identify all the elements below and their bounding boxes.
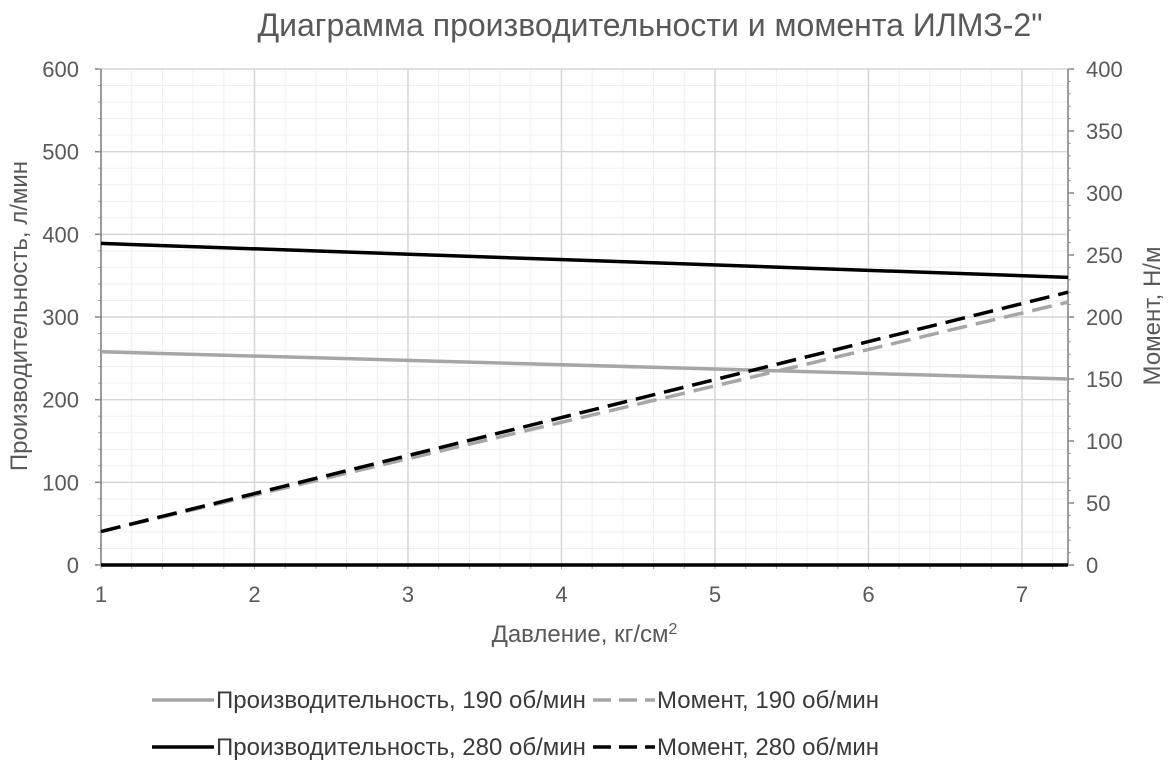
y2-tick-label: 100	[1086, 429, 1123, 454]
x-tick-label: 7	[1016, 582, 1028, 607]
tick-labels: 1 2 3 4 5 6 7 0 100 200 300 400 500 600 0 50 100 150 200 25…	[42, 57, 1122, 607]
y-tick-label: 500	[42, 140, 79, 165]
legend-label: Момент, 190 об/мин	[657, 687, 879, 714]
legend-item-2: Момент, 190 об/мин	[593, 687, 879, 714]
chart-title: Диаграмма производительности и момента И…	[257, 7, 1042, 43]
x-tick-label: 6	[862, 582, 874, 607]
y2-tick-label: 150	[1086, 367, 1123, 392]
y-tick-label: 400	[42, 222, 79, 247]
series-line-1	[100, 349, 1069, 381]
x-tick-label: 4	[555, 582, 567, 607]
series-lines	[100, 241, 1069, 534]
y-tick-label: 100	[42, 470, 79, 495]
axes	[95, 68, 1074, 569]
legend-item-3: Производительность, 280 об/мин	[152, 734, 586, 761]
y2-tick-label: 300	[1086, 181, 1123, 206]
x-axis-title-text: Давление, кг/см	[492, 621, 669, 648]
series-line-3	[100, 241, 1069, 280]
y2-tick-label: 50	[1086, 491, 1110, 516]
y-tick-label: 0	[67, 553, 79, 578]
series-line-4	[100, 290, 1069, 534]
legend-label: Момент, 280 об/мин	[657, 734, 879, 761]
major-gridlines	[100, 68, 1068, 566]
x-tick-label: 3	[402, 582, 414, 607]
legend-label: Производительность, 280 об/мин	[216, 734, 586, 761]
y2-tick-label: 0	[1086, 553, 1098, 578]
y2-axis-title: Момент, Н/м	[1139, 247, 1166, 386]
y2-tick-label: 350	[1086, 119, 1123, 144]
y2-tick-label: 200	[1086, 305, 1123, 330]
legend-label: Производительность, 190 об/мин	[216, 687, 586, 714]
y2-tick-label: 250	[1086, 243, 1123, 268]
y2-tick-label: 400	[1086, 57, 1123, 82]
legend-item-4: Момент, 280 об/мин	[593, 734, 879, 761]
legend: Производительность, 190 об/мин Момент, 19…	[152, 687, 879, 761]
x-tick-label: 1	[95, 582, 107, 607]
x-axis-title-superscript: 2	[669, 621, 678, 638]
y-axis-title: Производительность, л/мин	[6, 161, 33, 471]
x-tick-label: 5	[709, 582, 721, 607]
x-axis-title: Давление, кг/см2	[492, 621, 678, 648]
legend-item-1: Производительность, 190 об/мин	[152, 687, 586, 714]
y-tick-label: 200	[42, 388, 79, 413]
x-tick-label: 2	[248, 582, 260, 607]
series-line-2	[100, 300, 1069, 534]
y-tick-label: 300	[42, 305, 79, 330]
y-tick-label: 600	[42, 57, 79, 82]
